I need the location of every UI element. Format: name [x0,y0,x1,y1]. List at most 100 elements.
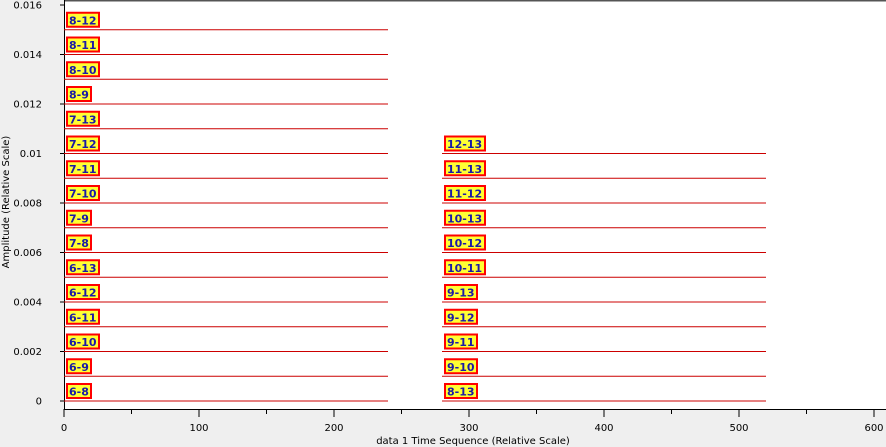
series-label: 7-8 [69,237,89,250]
series-label: 7-10 [69,188,97,201]
series-label-box [444,259,486,276]
series-label: 9-12 [447,311,475,324]
series-label-box [66,358,92,375]
y-tick-label: 0.01 [20,149,42,160]
series-label: 7-11 [69,163,97,176]
series-label: 8-12 [69,14,97,27]
series-label-box [444,284,478,300]
series-label-box [66,36,100,53]
series-label-box [444,135,486,152]
x-tick-label: 600 [864,423,883,434]
series-label-box [444,185,486,201]
x-tick-label: 300 [459,423,478,434]
series-label: 10-12 [447,237,482,250]
series-8-10: 8-10 [64,61,388,80]
series-label: 10-13 [447,212,482,225]
series-label-box [444,160,486,177]
series-9-13: 9-13 [442,284,766,303]
y-tick-label: 0.012 [13,100,42,111]
series-label: 6-13 [69,262,97,275]
series-label-box [66,383,92,399]
series-label: 7-9 [69,212,89,225]
series-7-11: 7-11 [64,160,388,179]
x-axis-title: data 1 Time Sequence (Relative Scale) [376,436,570,447]
series-label: 8-13 [447,386,475,399]
series-7-8: 7-8 [64,234,388,253]
series-label: 9-11 [447,336,475,349]
series-7-10: 7-10 [64,185,388,204]
series-label-box [66,135,100,152]
y-tick-label: 0.014 [13,50,42,61]
series-8-13: 8-13 [442,383,766,402]
series-label-box [66,209,92,226]
series-label-box [444,333,478,350]
y-tick-label: 0 [36,397,42,408]
series-label-box [444,209,486,226]
series-11-12: 11-12 [442,185,766,204]
x-tick-label: 500 [729,423,748,434]
series-label-box [66,160,100,177]
series-label-box [66,284,100,300]
y-tick-label: 0.002 [13,347,42,358]
series-label: 7-12 [69,138,97,151]
series-label-box [66,110,100,127]
series-9-10: 9-10 [442,358,766,377]
series-10-13: 10-13 [442,209,766,229]
series-8-11: 8-11 [64,36,388,55]
series-6-11: 6-11 [64,308,388,328]
series-label-box [66,185,100,201]
series-label-box [66,61,100,78]
y-tick-label: 0.008 [13,199,42,210]
series-label: 6-12 [69,287,97,300]
series-8-9: 8-9 [64,86,388,105]
series-label: 6-8 [69,386,89,399]
series-7-12: 7-12 [64,135,388,154]
y-tick-label: 0.004 [13,298,42,309]
y-tick-label: 0.016 [13,1,42,12]
series-label-box [444,234,486,251]
series-label: 8-9 [69,89,89,102]
series-label: 11-13 [447,163,482,176]
series-9-12: 9-12 [442,308,766,328]
series-label: 7-13 [69,113,97,126]
series-label-box [66,86,92,102]
series-label: 9-13 [447,287,475,300]
series-label-box [66,11,100,28]
series-label-box [66,333,100,350]
series-label-box [444,308,478,325]
series-label-box [66,308,100,325]
series-label-box [444,383,478,399]
series-label-box [444,358,478,375]
series-label: 6-9 [69,361,89,374]
series-6-10: 6-10 [64,333,388,352]
series-label: 8-11 [69,39,97,52]
series-label: 10-11 [447,262,482,275]
series-6-8: 6-8 [64,383,388,402]
series-8-12: 8-12 [64,11,388,31]
series-10-12: 10-12 [442,234,766,253]
series-label: 6-11 [69,311,97,324]
series-label: 12-13 [447,138,482,151]
series-6-12: 6-12 [64,284,388,303]
y-tick-label: 0.006 [13,248,42,259]
y-axis-ticks: 0 0.002 0.004 0.006 0.008 0.01 0.012 0.014 0.016 [13,1,64,408]
series-6-13: 6-13 [64,259,388,278]
series-6-9: 6-9 [64,358,388,377]
series-7-9: 7-9 [64,209,388,229]
x-tick-label: 200 [324,423,343,434]
series-layer: 6-8 6-9 6-10 6-11 6-12 6-13 7-8 7-9 7-10 7-11 7-12… [64,11,766,402]
series-9-11: 9-11 [442,333,766,352]
series-7-13: 7-13 [64,110,388,130]
x-tick-label: 400 [594,423,613,434]
series-label: 11-12 [447,188,482,201]
series-12-13: 12-13 [442,135,766,154]
series-10-11: 10-11 [442,259,766,278]
series-11-13: 11-13 [442,160,766,179]
x-tick-label: 100 [189,423,208,434]
series-label: 9-10 [447,361,475,374]
x-tick-label: 0 [61,423,67,434]
y-axis-title: Amplitude (Relative Scale) [1,136,12,269]
series-label: 6-10 [69,336,97,349]
series-label-box [66,259,100,276]
series-label: 8-10 [69,64,97,77]
